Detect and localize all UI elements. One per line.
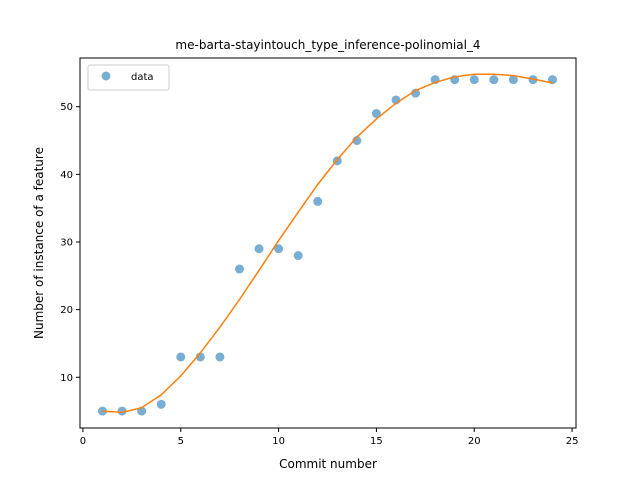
- legend-marker: [101, 71, 111, 81]
- chart-title: me-barta-stayintouch_type_inference-poli…: [175, 38, 480, 52]
- data-point: [489, 75, 499, 85]
- x-tick-label: 20: [468, 436, 481, 447]
- y-tick-label: 50: [60, 102, 73, 113]
- legend-box: [87, 64, 170, 91]
- plot-area: [98, 73, 558, 416]
- data-point: [234, 264, 244, 274]
- data-point: [117, 406, 127, 416]
- data-point: [411, 88, 421, 98]
- x-tick-label: 15: [370, 436, 383, 447]
- y-tick-label: 20: [60, 305, 73, 316]
- data-point: [254, 244, 264, 254]
- data-point: [274, 244, 284, 254]
- data-point: [469, 75, 479, 85]
- plot-frame: [79, 57, 577, 429]
- data-point: [215, 352, 225, 362]
- x-tick-label: 25: [566, 436, 579, 447]
- legend-label-data: data: [131, 72, 154, 83]
- x-tick-label: 0: [80, 436, 86, 447]
- y-tick-label: 10: [60, 373, 73, 384]
- data-point: [313, 196, 323, 206]
- x-tick-label: 5: [178, 436, 184, 447]
- data-point: [176, 352, 186, 362]
- data-point: [352, 136, 362, 146]
- legend: data: [87, 64, 170, 91]
- x-tick-label: 10: [272, 436, 285, 447]
- y-tick-label: 30: [60, 237, 73, 248]
- y-tick-label: 40: [60, 170, 73, 181]
- x-axis: 0 5 10 15 20 25: [80, 428, 579, 447]
- x-axis-label: Commit number: [279, 457, 377, 471]
- y-axis: 10 20 30 40 50: [60, 102, 80, 384]
- y-axis-label: Number of instance of a feature: [32, 147, 46, 339]
- data-point: [293, 251, 303, 261]
- data-point: [508, 75, 518, 85]
- data-point: [371, 108, 381, 118]
- fit-line: [102, 73, 553, 414]
- data-point: [156, 399, 166, 409]
